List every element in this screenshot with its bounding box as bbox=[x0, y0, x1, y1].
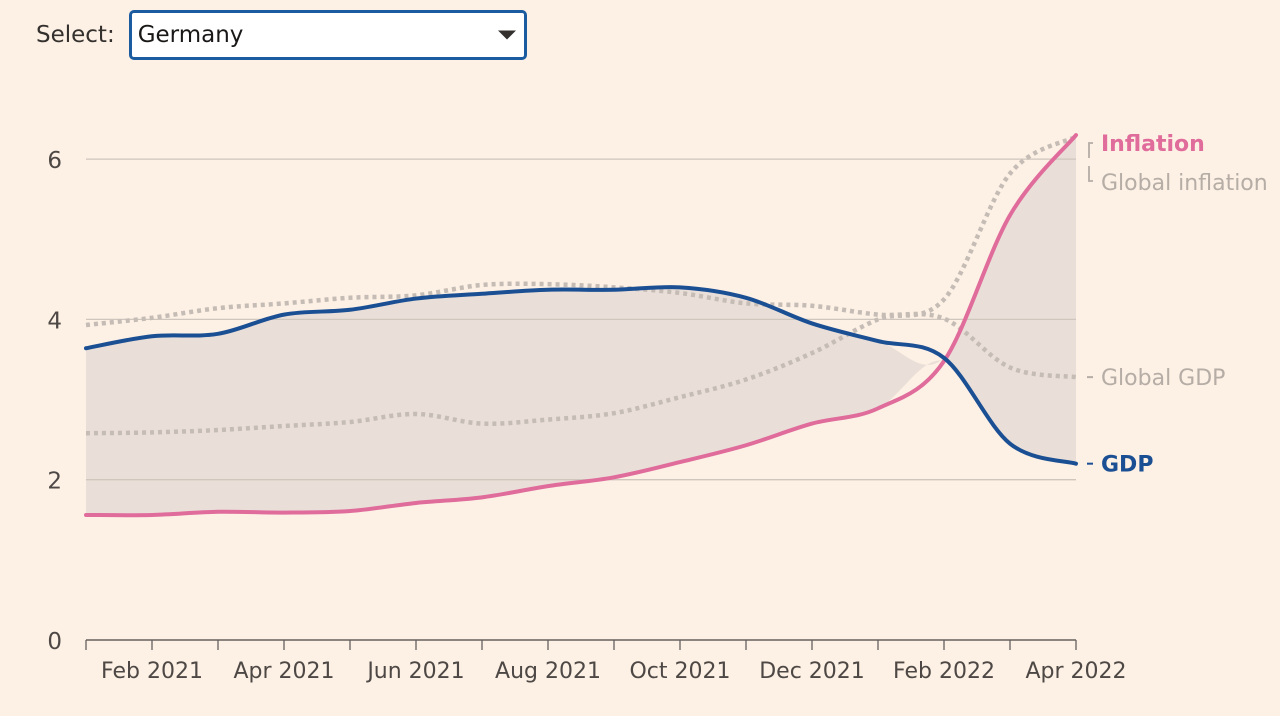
range-band bbox=[86, 135, 1076, 516]
y-tick-label: 6 bbox=[47, 148, 62, 174]
series-end-label: Global inflation bbox=[1101, 171, 1268, 196]
series-end-label: GDP bbox=[1101, 453, 1153, 478]
x-tick-label: Oct 2021 bbox=[629, 659, 730, 684]
series-line-gdp bbox=[84, 285, 1078, 466]
x-tick-label: Apr 2021 bbox=[233, 659, 334, 684]
chevron-down-icon bbox=[497, 30, 516, 40]
select-label: Select: bbox=[36, 22, 115, 48]
x-tick-label: Aug 2021 bbox=[495, 659, 601, 684]
series-line-inflation bbox=[84, 133, 1078, 518]
label-layer: Inflation Global inflation Global GDP GDP bbox=[1087, 132, 1268, 478]
series-line-global-inflation bbox=[85, 134, 1078, 436]
x-tick-label: Apr 2022 bbox=[1025, 659, 1126, 684]
country-dropdown[interactable]: Germany bbox=[128, 10, 527, 60]
series-end-label: Global GDP bbox=[1101, 366, 1225, 391]
y-tick-label: 2 bbox=[47, 469, 62, 495]
series-layer bbox=[84, 133, 1078, 518]
x-tick-label: Feb 2022 bbox=[893, 659, 995, 684]
country-selector: Select: Germany bbox=[36, 10, 527, 60]
grid-layer bbox=[86, 158, 1076, 481]
country-dropdown-value: Germany bbox=[137, 22, 244, 48]
axis-layer: 0 2 4 6 Feb 2021 Apr 2021 Jun 2021 Aug 2021 Oct … bbox=[47, 148, 1126, 684]
x-tick-label: Jun 2021 bbox=[365, 659, 464, 684]
y-tick-label: 0 bbox=[47, 629, 62, 655]
label-bracket bbox=[1088, 142, 1093, 182]
band-layer bbox=[86, 135, 1076, 516]
series-end-label: Inflation bbox=[1101, 132, 1205, 157]
x-tick-label: Feb 2021 bbox=[101, 659, 203, 684]
x-tick-label: Dec 2021 bbox=[759, 659, 865, 684]
y-tick-label: 4 bbox=[47, 308, 62, 334]
